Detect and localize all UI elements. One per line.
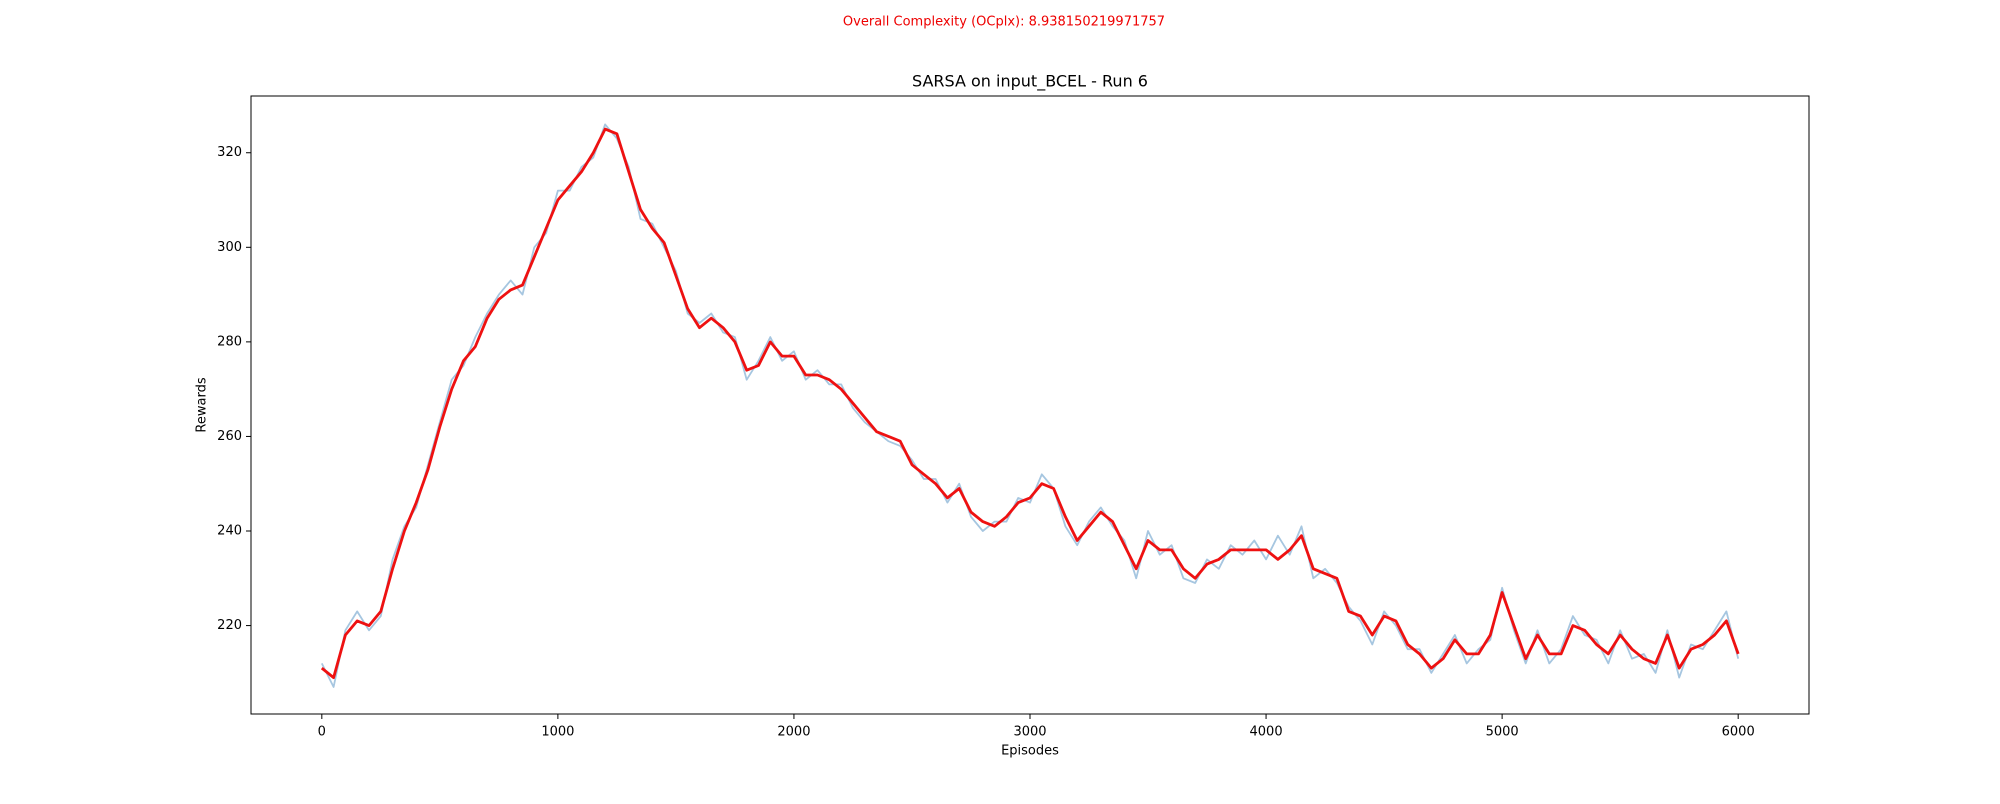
y-tick-label: 320: [217, 145, 242, 160]
y-tick-label: 280: [217, 334, 242, 349]
y-axis-label: Rewards: [195, 377, 210, 432]
x-tick-label: 0: [318, 725, 326, 740]
x-tick-label: 3000: [1013, 725, 1046, 740]
y-tick-label: 240: [217, 524, 242, 539]
x-tick-label: 4000: [1250, 725, 1283, 740]
series-line: [320, 123, 1740, 688]
chart-title: SARSA on input_BCEL - Run 6: [912, 72, 1148, 92]
x-tick-label: 1000: [541, 725, 574, 740]
x-axis-label: Episodes: [1001, 744, 1059, 759]
series-line: [320, 127, 1740, 679]
suptitle: Overall Complexity (OCplx): 8.9381502199…: [843, 15, 1165, 30]
x-tick-label: 5000: [1486, 725, 1519, 740]
y-tick-label: 220: [217, 618, 242, 633]
x-tick-label: 6000: [1722, 725, 1755, 740]
y-tick-label: 260: [217, 429, 242, 444]
plot-frame: [250, 95, 1810, 715]
x-tick-label: 2000: [777, 725, 810, 740]
y-tick-label: 300: [217, 240, 242, 255]
